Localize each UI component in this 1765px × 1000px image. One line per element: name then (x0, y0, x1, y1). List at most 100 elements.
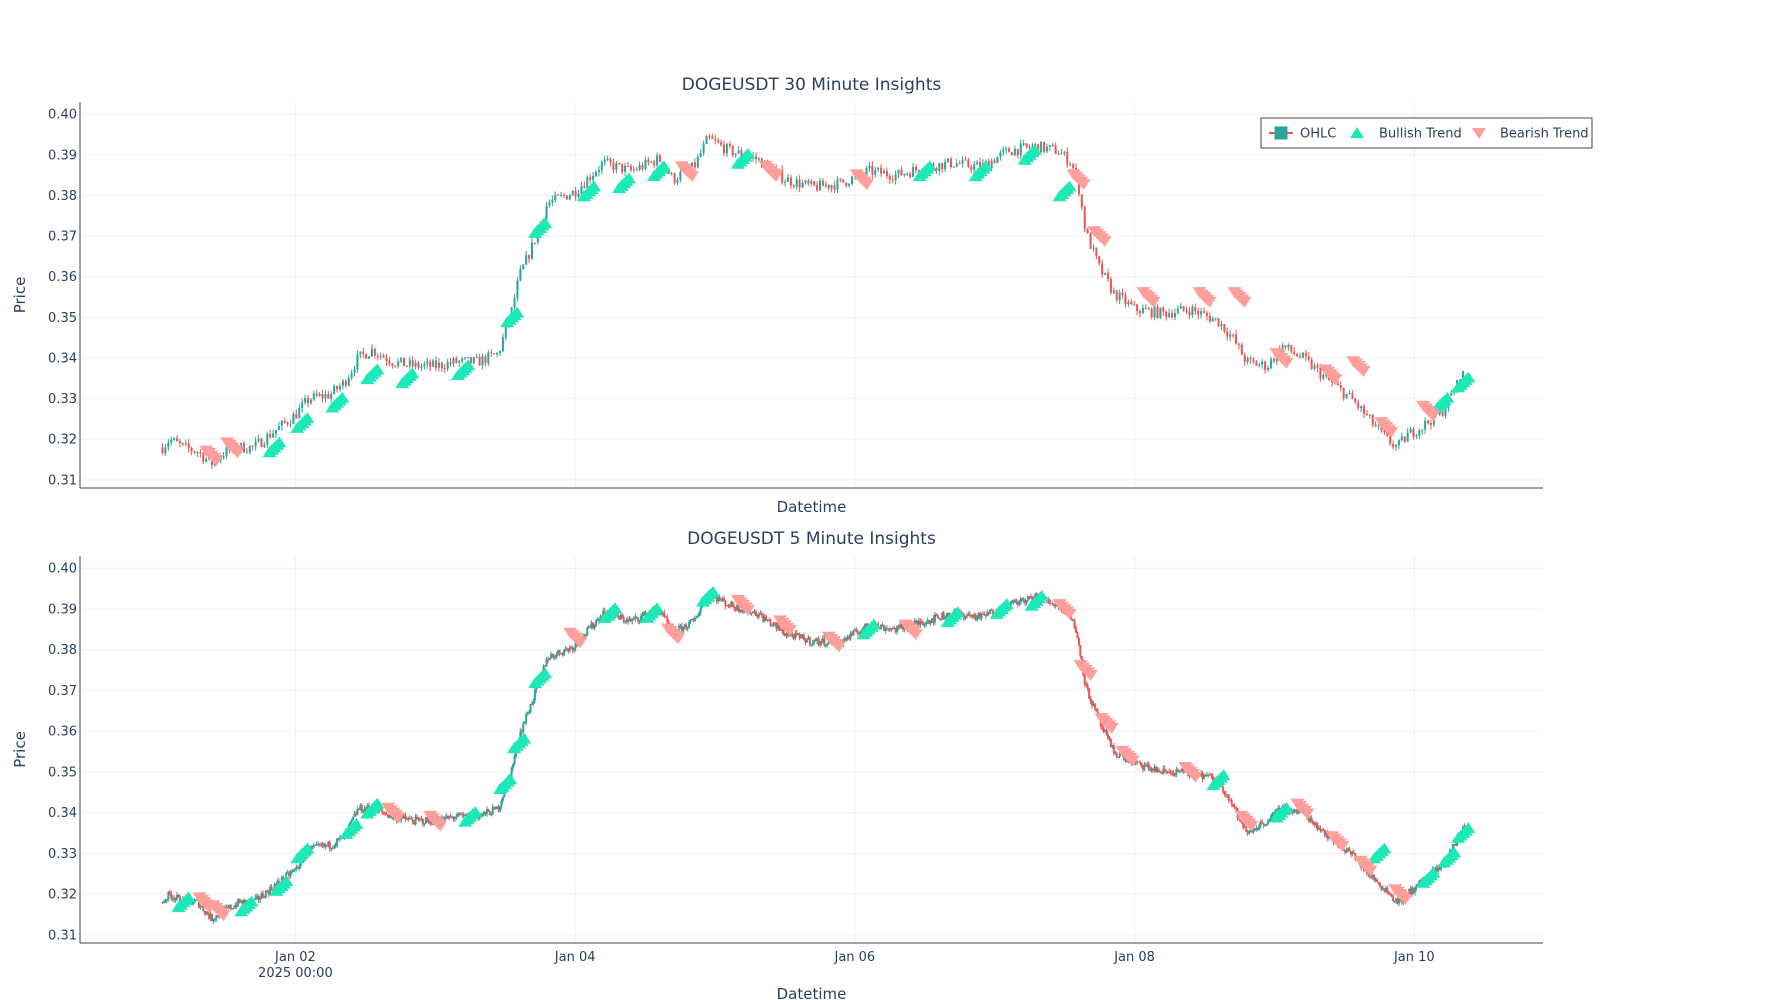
candle-body (1249, 358, 1252, 360)
candle-body (488, 811, 491, 815)
y-tick-label: 0.36 (48, 725, 77, 740)
candle-body (696, 616, 699, 618)
legend-label-bullish: Bullish Trend (1379, 127, 1462, 142)
candle-body (885, 171, 888, 177)
candle-body (1031, 598, 1034, 600)
candle-body (1200, 311, 1203, 315)
candle-body (1319, 828, 1322, 831)
candle-body (1304, 352, 1307, 357)
candle-body (1261, 821, 1264, 824)
candle-body (932, 163, 935, 168)
bullish-marker (244, 895, 259, 907)
candle-body (1176, 769, 1179, 772)
candle-body (192, 903, 195, 905)
candle-body (970, 166, 973, 170)
candle-body (176, 438, 179, 442)
candle-body (842, 179, 845, 183)
candle-body (915, 621, 918, 624)
candle-body (257, 438, 260, 442)
candle-body (1454, 844, 1457, 846)
candle-body (848, 184, 851, 186)
candle-body (330, 393, 333, 399)
candle-body (519, 731, 522, 740)
bearish-marker (1363, 865, 1378, 877)
legend-entry-bullish[interactable]: Bullish Trend (1350, 127, 1462, 142)
candle-body (967, 613, 970, 616)
candle-body (1153, 766, 1156, 771)
candle-body (789, 177, 792, 186)
bearish-marker (1188, 771, 1203, 783)
x-axis-title: Datetime (777, 985, 847, 1000)
candle-body (926, 620, 929, 623)
candle-body (1051, 145, 1054, 147)
candles (161, 590, 1466, 924)
bullish-marker (741, 148, 756, 160)
candle-body (823, 638, 826, 646)
candle-body (699, 152, 702, 157)
candle-body (781, 629, 784, 631)
candle-body (333, 386, 336, 394)
candle-body (970, 615, 973, 617)
candle-body (917, 620, 920, 625)
candle-body (1258, 364, 1261, 366)
candle-body (545, 659, 548, 667)
candle-body (354, 813, 357, 815)
bullish-marker (587, 180, 602, 192)
candle-body (568, 647, 571, 651)
candle-body (1093, 703, 1096, 709)
candle-body (321, 394, 324, 399)
candle-body (1101, 726, 1104, 728)
candle-body (1345, 393, 1348, 399)
candle-body (311, 846, 314, 848)
candle-body (533, 242, 536, 244)
candle-body (455, 816, 458, 819)
bullish-marker (510, 306, 525, 318)
y-tick-label: 0.31 (48, 928, 77, 943)
candle-body (1197, 310, 1200, 315)
candle-body (760, 613, 763, 616)
candle-body (461, 814, 464, 816)
candle-body (525, 255, 528, 265)
candle-body (765, 616, 768, 621)
y-tick-label: 0.34 (48, 806, 77, 821)
candle-body (696, 156, 699, 168)
candle-body (1075, 628, 1078, 633)
candle-body (554, 657, 557, 659)
candle-body (1205, 312, 1208, 316)
candle-body (402, 815, 405, 817)
legend-entry-bearish[interactable]: Bearish Trend (1472, 127, 1589, 142)
y-tick-label: 0.38 (48, 643, 77, 658)
candle-body (1109, 279, 1112, 293)
candle-body (702, 143, 705, 153)
candle-body (740, 150, 743, 157)
candle-body (1389, 893, 1392, 896)
legend-entry-ohlc[interactable]: OHLC (1269, 126, 1336, 142)
candle-body (877, 167, 880, 170)
candle-body (1249, 829, 1252, 832)
candle-body (631, 619, 634, 622)
candle-body (411, 360, 414, 367)
bullish-marker (650, 602, 665, 614)
candle-body (1124, 757, 1127, 761)
candle-body (1136, 304, 1139, 312)
candle-body (1253, 828, 1256, 831)
candle-body (196, 899, 199, 901)
candle-body (811, 642, 814, 645)
bearish-marker (1104, 722, 1119, 734)
candle-body (625, 620, 628, 623)
candle-body (807, 637, 810, 640)
candle-body (1115, 290, 1118, 301)
candle-body (173, 438, 176, 440)
candle-body (821, 638, 824, 643)
candle-body (1203, 775, 1206, 780)
candle-body (568, 195, 571, 200)
candle-body (205, 458, 208, 462)
candle-body (199, 906, 202, 908)
candle-body (821, 180, 824, 187)
candle-body (337, 838, 340, 840)
bearish-marker (685, 170, 700, 182)
candle-body (986, 612, 989, 617)
candle-body (557, 194, 560, 196)
candle-body (391, 363, 394, 366)
candle-body (318, 843, 321, 845)
